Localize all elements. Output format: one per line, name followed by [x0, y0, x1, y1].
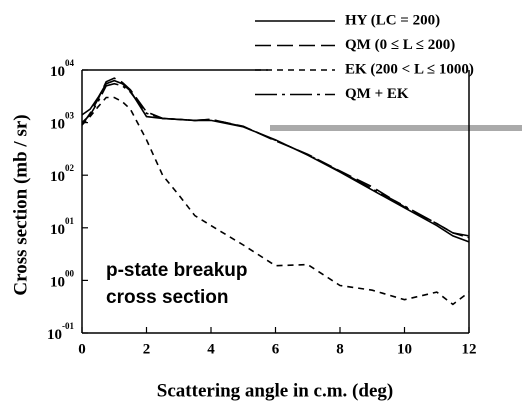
decor-bar	[270, 125, 522, 131]
y-tick-base: 10	[50, 222, 65, 238]
y-tick-exponent: -01	[62, 321, 74, 331]
y-tick-label: 10-01	[47, 321, 74, 343]
x-tick-label: 6	[272, 341, 280, 357]
x-tick-label: 4	[207, 341, 215, 357]
legend-label: QM (0 ≤ L ≤ 200)	[345, 37, 455, 53]
x-tick-label: 2	[143, 341, 151, 357]
x-axis-title: Scattering angle in c.m. (deg)	[157, 380, 393, 401]
y-tick-base: 10	[50, 117, 65, 133]
y-tick-label: 1003	[50, 111, 75, 133]
y-tick-label: 1000	[50, 268, 75, 290]
y-tick-exponent: 00	[65, 268, 75, 278]
x-tick-label: 8	[336, 341, 344, 357]
y-tick-exponent: 04	[65, 58, 75, 68]
x-tick-label: 0	[78, 341, 86, 357]
y-tick-base: 10	[50, 64, 65, 80]
y-axis-title: Cross section (mb / sr)	[10, 114, 31, 295]
annotation: cross section	[106, 287, 229, 308]
legend-label: HY (LC = 200)	[345, 12, 440, 28]
series-line	[81, 96, 470, 306]
annotation: p-state breakup	[106, 260, 247, 281]
y-tick-label: 1004	[50, 58, 75, 80]
y-tick-label: 1002	[50, 163, 75, 185]
y-tick-base: 10	[50, 275, 65, 291]
series-line	[81, 82, 470, 239]
y-tick-base: 10	[47, 327, 62, 343]
y-tick-exponent: 01	[65, 216, 75, 226]
x-tick-label: 10	[397, 341, 412, 357]
x-tick-label: 12	[462, 341, 477, 357]
legend-label: QM + EK	[345, 86, 409, 102]
y-tick-label: 1001	[50, 216, 75, 238]
legend-label: EK (200 < L ≤ 1000)	[345, 61, 474, 77]
y-tick-exponent: 03	[65, 111, 75, 121]
y-tick-base: 10	[50, 170, 65, 186]
y-tick-exponent: 02	[65, 163, 75, 173]
